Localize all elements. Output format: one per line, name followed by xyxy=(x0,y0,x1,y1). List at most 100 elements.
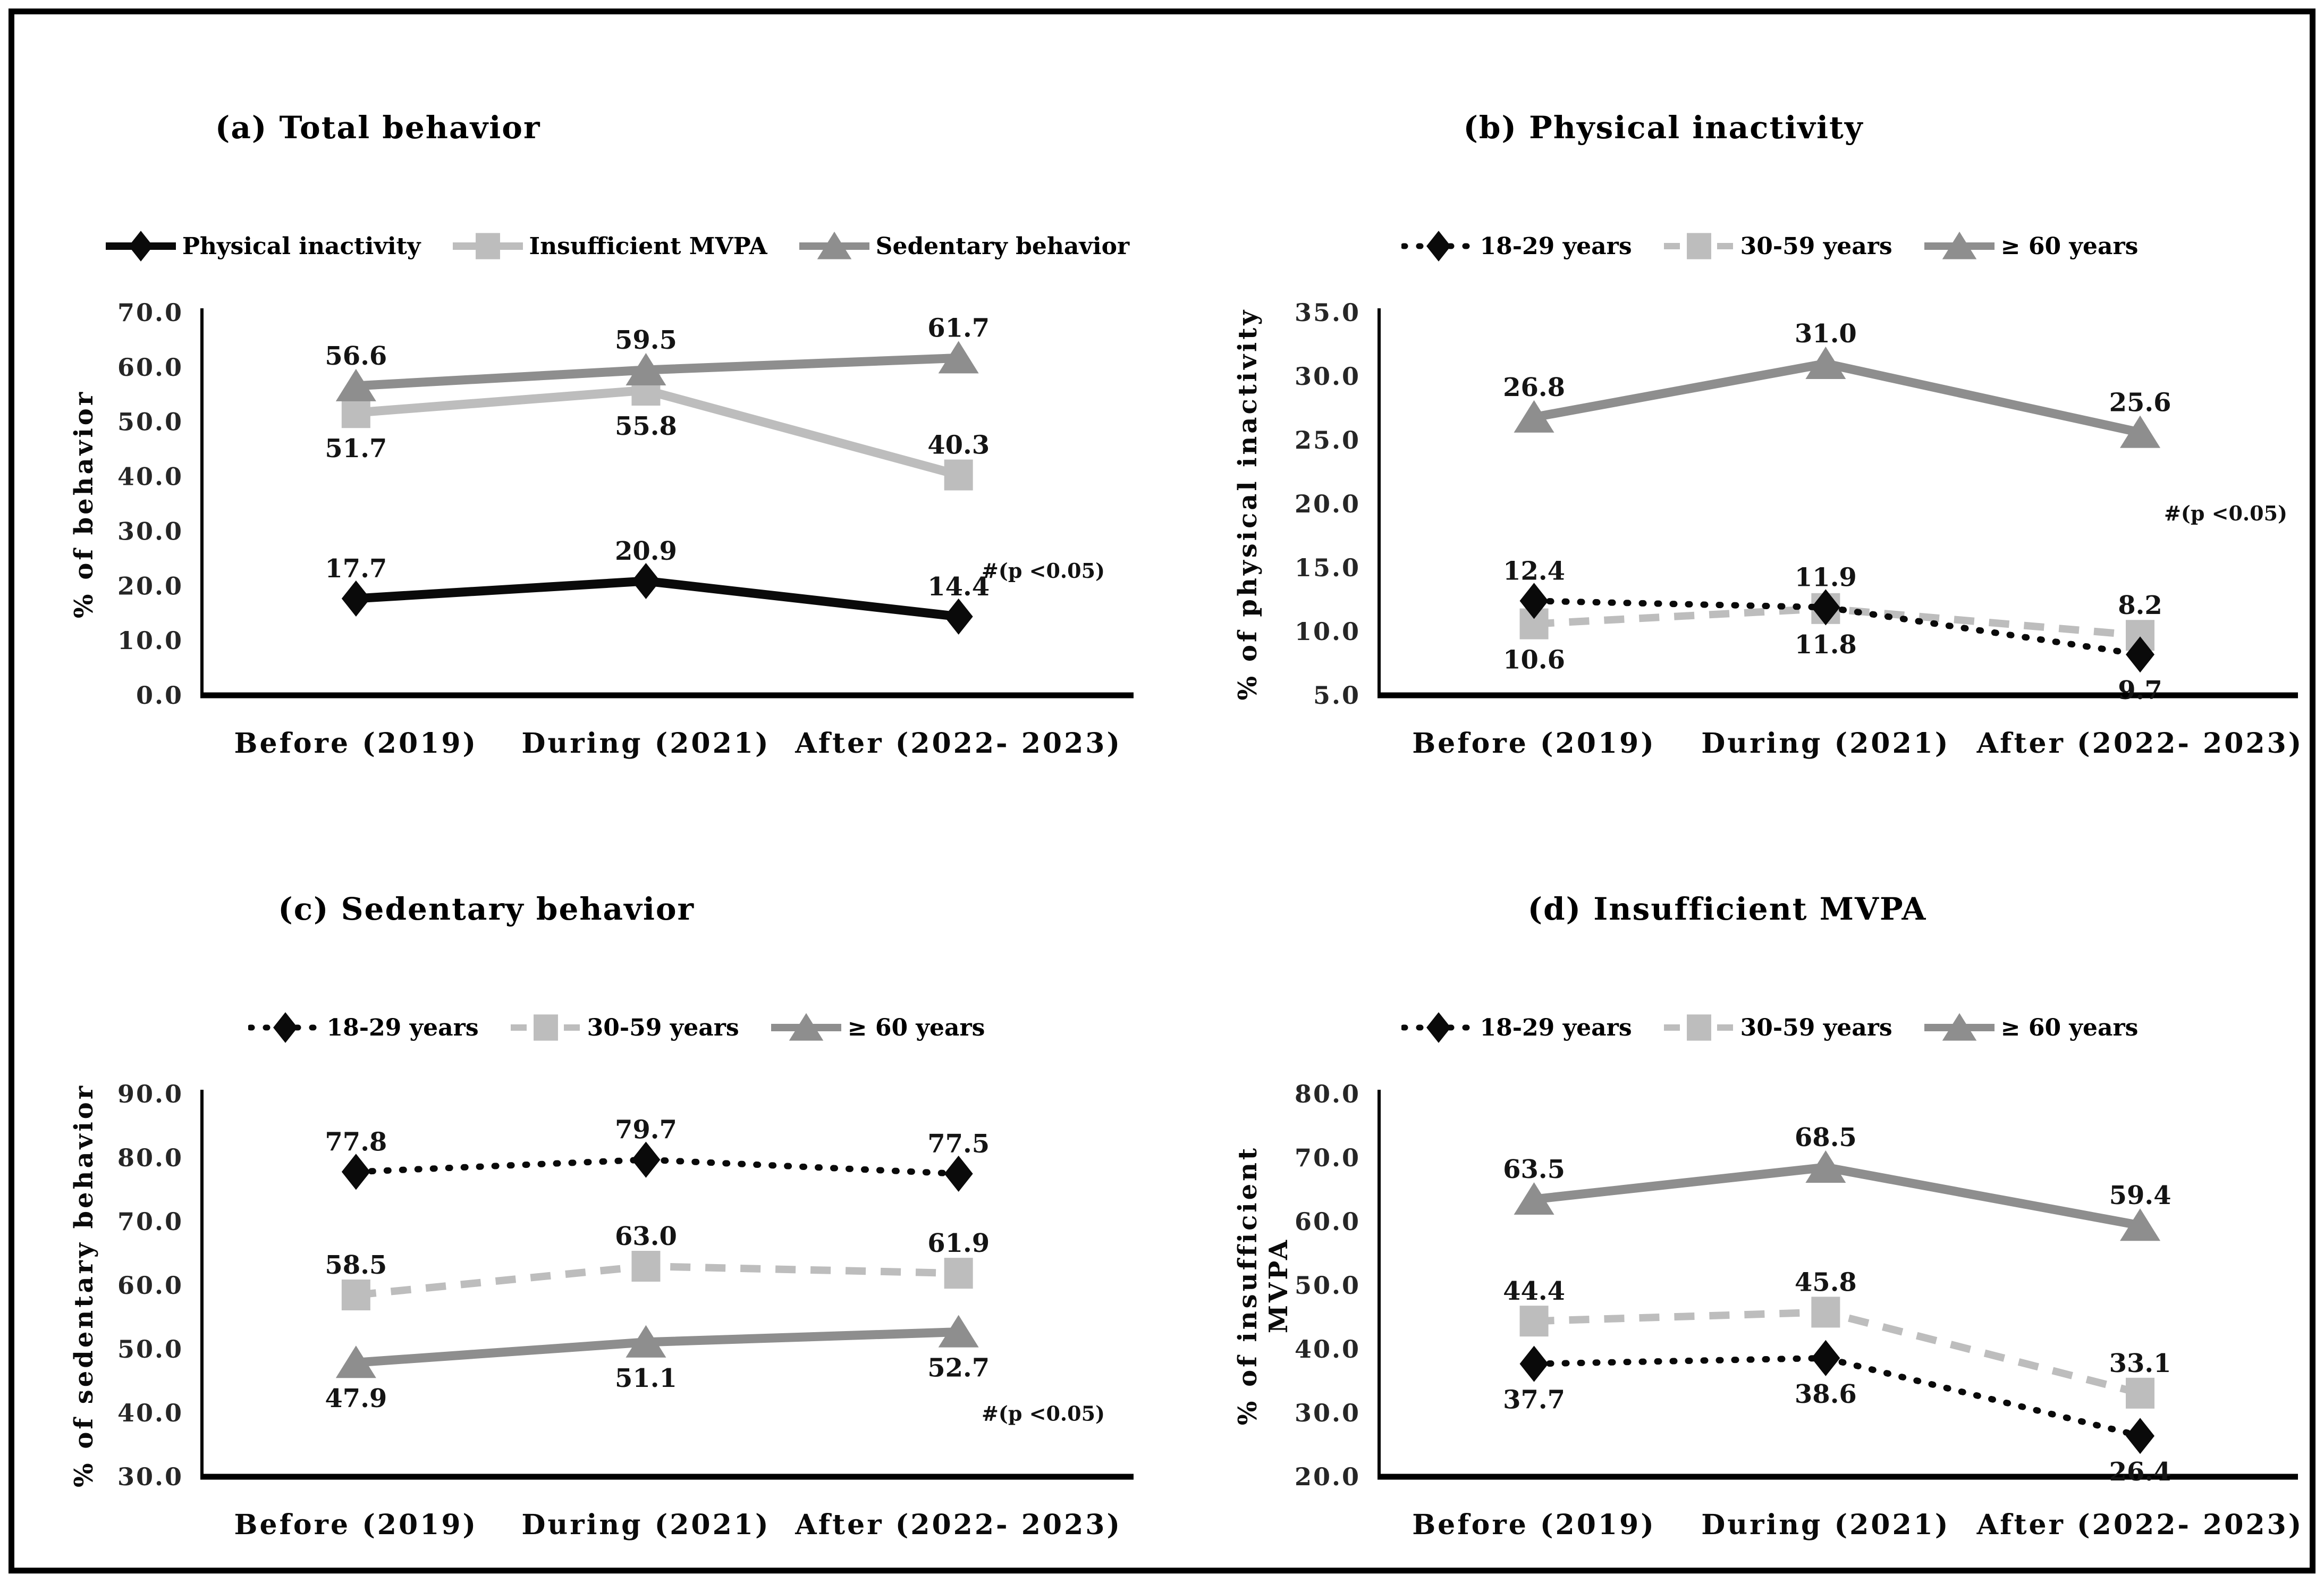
marker-square xyxy=(2126,1377,2155,1409)
marker-diamond xyxy=(1811,1340,1840,1376)
chart-legend-b: 18-29 years 30-59 years ≥ 60 years xyxy=(1238,217,2301,275)
data-label: 26.4 xyxy=(2109,1457,2171,1487)
chart-svg-b: 5.0 10.0 15.0 20.0 25.0 30.0 35.0 10.6 11.8 9.7 12… xyxy=(1233,298,2301,760)
y-tick-label: 10.0 xyxy=(117,626,183,655)
series-18-29-years: 12.4 11.9 8.2 xyxy=(1503,557,2162,673)
legend-swatch-60-years xyxy=(1924,1013,1995,1041)
series-30-59-years: 44.4 45.8 33.1 xyxy=(1503,1268,2171,1409)
legend-label-30-59-years: 30-59 years xyxy=(1740,232,1892,260)
marker-diamond xyxy=(1519,1345,1549,1382)
legend-swatch-30-59-years xyxy=(1663,1014,1734,1041)
figure-border xyxy=(9,9,2315,1573)
y-tick-label: 30.0 xyxy=(117,1462,183,1491)
y-tick-label: 40.0 xyxy=(117,462,183,491)
legend-label-18-29-years: 18-29 years xyxy=(1480,1014,1632,1041)
marker-diamond xyxy=(1426,1012,1451,1044)
marker-square xyxy=(1811,1297,1840,1328)
p-value-annotation: #(p <0.05) xyxy=(982,559,1105,583)
marker-diamond xyxy=(341,580,370,617)
legend-swatch-physical-inactivity xyxy=(105,231,176,262)
x-tick-label: Before (2019) xyxy=(234,727,478,760)
marker-diamond xyxy=(944,599,973,635)
marker-triangle xyxy=(2120,1208,2161,1241)
x-tick-label: After (2022- 2023) xyxy=(795,1509,1122,1541)
legend-item-30-59-years: 30-59 years xyxy=(1662,1012,1892,1044)
data-label: 10.6 xyxy=(1503,645,1565,675)
series-line-physical-inactivity xyxy=(356,576,959,621)
chart-plot-a: 0.0 10.0 20.0 30.0 40.0 50.0 60.0 70.0 51.7 55.8 4… xyxy=(69,275,1159,775)
y-axis-title: % of behavior xyxy=(69,390,99,618)
legend-label-18-29-years: 18-29 years xyxy=(1480,232,1632,260)
marker-square xyxy=(1686,1014,1711,1041)
chart-legend-d: 18-29 years 30-59 years ≥ 60 years xyxy=(1238,998,2301,1057)
y-tick-label: 10.0 xyxy=(1295,617,1360,646)
x-tick-label: Before (2019) xyxy=(234,1509,478,1541)
marker-diamond xyxy=(2126,636,2155,673)
series-sedentary-behavior: 56.6 59.5 61.7 xyxy=(325,313,990,401)
legend-item-18-29-years: 18-29 years xyxy=(248,1012,479,1044)
data-label: 11.9 xyxy=(1795,563,1857,593)
legend-label-30-59-years: 30-59 years xyxy=(1740,1014,1892,1041)
chart-panel-c: (c) Sedentary behavior 18-29 years 30-59 … xyxy=(69,872,1159,1556)
marker-diamond xyxy=(631,563,661,600)
legend-item-30-59-years: 30-59 years xyxy=(509,1012,739,1044)
data-label: 40.3 xyxy=(927,431,990,460)
y-tick-label: 0.0 xyxy=(136,681,183,710)
legend-swatch-insufficient-mvpa xyxy=(452,233,523,259)
data-label: 9.7 xyxy=(2118,676,2162,705)
chart-legend-c: 18-29 years 30-59 years ≥ 60 years xyxy=(74,998,1159,1057)
data-label: 47.9 xyxy=(325,1384,387,1413)
y-tick-label: 60.0 xyxy=(1295,1207,1360,1236)
marker-square xyxy=(1519,1306,1549,1337)
data-label: 52.7 xyxy=(927,1353,990,1383)
legend-label-60-years: ≥ 60 years xyxy=(847,1014,985,1041)
x-tick-label: Before (2019) xyxy=(1412,1509,1656,1541)
marker-triangle xyxy=(2120,415,2161,448)
legend-swatch-60-years xyxy=(771,1013,841,1041)
chart-plot-d: 20.0 30.0 40.0 50.0 60.0 70.0 80.0 44.4 45.8 33.1… xyxy=(1233,1057,2301,1556)
chart-plot-b: 5.0 10.0 15.0 20.0 25.0 30.0 35.0 10.6 11.8 9.7 12… xyxy=(1233,275,2301,775)
data-label: 45.8 xyxy=(1795,1268,1857,1298)
data-label: 59.4 xyxy=(2109,1181,2171,1210)
data-label: 33.1 xyxy=(2109,1349,2171,1378)
marker-triangle xyxy=(335,1345,376,1378)
data-label: 68.5 xyxy=(1795,1123,1857,1152)
legend-item-60-years: ≥ 60 years xyxy=(1922,1012,2139,1044)
chart-panel-a: (a) Total behavior Physical inactivity In… xyxy=(69,90,1159,775)
data-label: 79.7 xyxy=(615,1115,677,1145)
legend-swatch-30-59-years xyxy=(1663,233,1734,259)
x-tick-label: During (2021) xyxy=(1701,727,1950,760)
marker-diamond xyxy=(1811,589,1840,626)
marker-triangle xyxy=(1942,1013,1976,1041)
data-label: 44.4 xyxy=(1503,1276,1565,1306)
chart-svg-c: 30.0 40.0 50.0 60.0 70.0 80.0 90.0 58.5 63.0 61.9… xyxy=(69,1080,1134,1541)
legend-item-18-29-years: 18-29 years xyxy=(1401,230,1632,262)
marker-triangle xyxy=(938,1315,979,1348)
legend-swatch-30-59-years xyxy=(510,1014,581,1041)
marker-triangle xyxy=(1805,347,1846,380)
y-tick-label: 30.0 xyxy=(1295,362,1360,391)
marker-diamond xyxy=(1519,583,1549,619)
data-label: 63.5 xyxy=(1503,1155,1565,1184)
legend-label-60-years: ≥ 60 years xyxy=(2000,1014,2139,1041)
y-tick-label: 80.0 xyxy=(1295,1080,1360,1108)
y-tick-label: 80.0 xyxy=(117,1143,183,1172)
data-label: 20.9 xyxy=(615,536,677,566)
chart-legend-a: Physical inactivity Insufficient MVPA Sede… xyxy=(74,217,1159,275)
data-label: 55.8 xyxy=(615,411,677,441)
marker-diamond xyxy=(944,1156,973,1192)
chart-title-a: (a) Total behavior xyxy=(215,110,541,146)
legend-label-insufficient-mvpa: Insufficient MVPA xyxy=(529,232,767,260)
data-label: 11.8 xyxy=(1795,630,1857,660)
series-physical-inactivity: 17.7 20.9 14.4 xyxy=(325,536,990,635)
y-tick-label: 60.0 xyxy=(117,353,183,382)
x-tick-label: Before (2019) xyxy=(1412,727,1656,760)
y-tick-label: 90.0 xyxy=(117,1080,183,1108)
data-label: 26.8 xyxy=(1503,373,1565,402)
y-axis-title: % of insufficient xyxy=(1233,1146,1263,1425)
marker-triangle xyxy=(817,231,851,259)
y-tick-label: 40.0 xyxy=(117,1399,183,1427)
y-tick-label: 40.0 xyxy=(1295,1335,1360,1364)
marker-square xyxy=(341,1280,370,1311)
y-tick-label: 70.0 xyxy=(1295,1143,1360,1172)
